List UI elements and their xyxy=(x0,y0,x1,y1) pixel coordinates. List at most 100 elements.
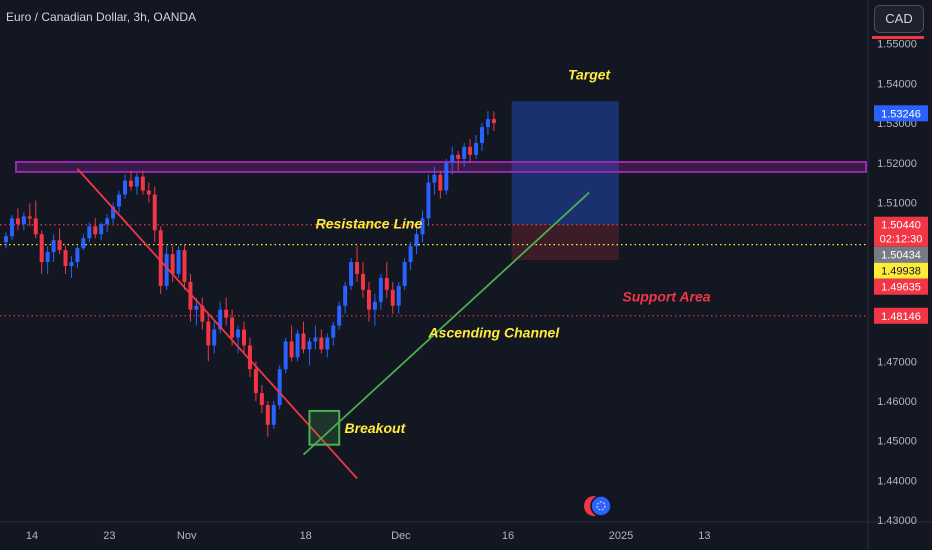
annotation-label: Ascending Channel xyxy=(428,324,561,340)
candle-body xyxy=(283,341,288,370)
target-stop-zone xyxy=(511,224,619,261)
candle-body xyxy=(319,337,324,350)
candle-body xyxy=(432,174,437,183)
price-label-box xyxy=(874,262,928,279)
price-label-box xyxy=(874,246,928,263)
candle-body xyxy=(39,234,44,263)
candle-body xyxy=(152,194,157,231)
candle-body xyxy=(146,190,151,195)
candle-body xyxy=(158,230,163,286)
annotation-label: Resistance Line xyxy=(316,215,423,231)
price-label-box xyxy=(874,278,928,295)
candle-body xyxy=(450,154,455,163)
candle-body xyxy=(372,301,377,310)
price-tick-label: 1.45000 xyxy=(877,436,917,448)
currency-button[interactable]: CAD xyxy=(874,5,924,33)
price-tick-label: 1.44000 xyxy=(877,475,917,487)
candle-body xyxy=(117,194,122,207)
candlestick-series xyxy=(4,111,496,437)
price-axis: 1.550001.540001.530001.520001.510001.500… xyxy=(874,39,928,527)
candle-body xyxy=(230,317,235,338)
candle-body xyxy=(111,206,116,219)
price-label-value: 1.53246 xyxy=(881,108,921,120)
candle-body xyxy=(15,218,20,225)
tradingview-logo-icon xyxy=(584,495,612,517)
horizontal-price-lines xyxy=(0,224,868,317)
candle-body xyxy=(301,333,306,350)
time-tick-label: 13 xyxy=(698,530,710,542)
candle-body xyxy=(182,250,187,282)
candle-body xyxy=(176,250,181,274)
price-tick-label: 1.54000 xyxy=(877,78,917,90)
candle-body xyxy=(253,369,258,394)
candle-body xyxy=(349,262,354,286)
candle-body xyxy=(164,254,169,286)
candle-body xyxy=(51,240,56,253)
candle-body xyxy=(361,273,365,290)
candle-body xyxy=(378,277,383,302)
annotation-label: Support Area xyxy=(622,289,710,305)
price-label-value: 1.50440 xyxy=(881,220,921,232)
candle-body xyxy=(247,345,252,370)
candle-body xyxy=(188,281,193,310)
chart-title: Euro / Canadian Dollar, 3h, OANDA xyxy=(6,10,197,24)
time-tick-label: 14 xyxy=(26,530,38,542)
time-tick-label: 18 xyxy=(300,530,312,542)
candle-body xyxy=(57,240,62,251)
candle-body xyxy=(468,146,473,155)
candle-body xyxy=(456,154,461,159)
candle-body xyxy=(420,218,425,235)
candle-body xyxy=(200,305,205,322)
candle-body xyxy=(123,180,127,195)
price-label-box xyxy=(874,216,928,247)
candle-body xyxy=(242,329,246,346)
time-axis: 14 23 Nov 18 Dec 16 2025 13 xyxy=(26,530,711,542)
candle-body xyxy=(396,285,401,306)
candle-body xyxy=(343,285,348,306)
time-tick-label: Dec xyxy=(391,530,411,542)
candle-body xyxy=(75,248,80,263)
price-tick-label: 1.51000 xyxy=(877,197,917,209)
candle-body xyxy=(69,262,74,267)
candle-body xyxy=(307,341,312,350)
candle-body xyxy=(295,333,300,358)
resistance-band xyxy=(15,160,867,173)
ascending-trendline xyxy=(302,191,590,456)
candle-body xyxy=(384,277,389,290)
time-tick-label: Nov xyxy=(177,530,197,542)
candle-body xyxy=(27,216,32,219)
price-label-value: 1.49938 xyxy=(881,266,921,278)
candle-body xyxy=(325,337,330,350)
annotation-label: Breakout xyxy=(345,420,407,436)
candle-body xyxy=(331,325,336,338)
currency-underline xyxy=(872,36,924,39)
candle-body xyxy=(224,309,229,318)
price-tick-label: 1.52000 xyxy=(877,158,917,170)
candle-body xyxy=(462,146,467,159)
candle-body xyxy=(355,262,360,274)
price-tick-label: 1.43000 xyxy=(877,515,917,527)
candle-body xyxy=(4,236,8,243)
candle-body xyxy=(134,176,139,187)
candle-body xyxy=(271,404,276,425)
candle-body xyxy=(474,142,479,155)
time-tick-label: 2025 xyxy=(609,530,633,542)
time-tick-label: 16 xyxy=(502,530,514,542)
candle-body xyxy=(438,174,443,191)
price-tick-label: 1.46000 xyxy=(877,396,917,408)
countdown-label: 02:12:30 xyxy=(880,234,923,246)
candle-body xyxy=(366,289,371,310)
price-tick-label: 1.47000 xyxy=(877,356,917,368)
candle-body xyxy=(485,119,490,128)
candle-body xyxy=(33,218,38,235)
drawing-zones xyxy=(15,101,867,261)
candle-body xyxy=(170,254,175,274)
candle-body xyxy=(426,182,431,219)
candle-body xyxy=(93,226,98,235)
annotations: Target Resistance Line Support Area Ascendi… xyxy=(316,66,711,435)
price-label-value: 1.49635 xyxy=(881,282,921,294)
time-tick-label: 23 xyxy=(103,530,115,542)
